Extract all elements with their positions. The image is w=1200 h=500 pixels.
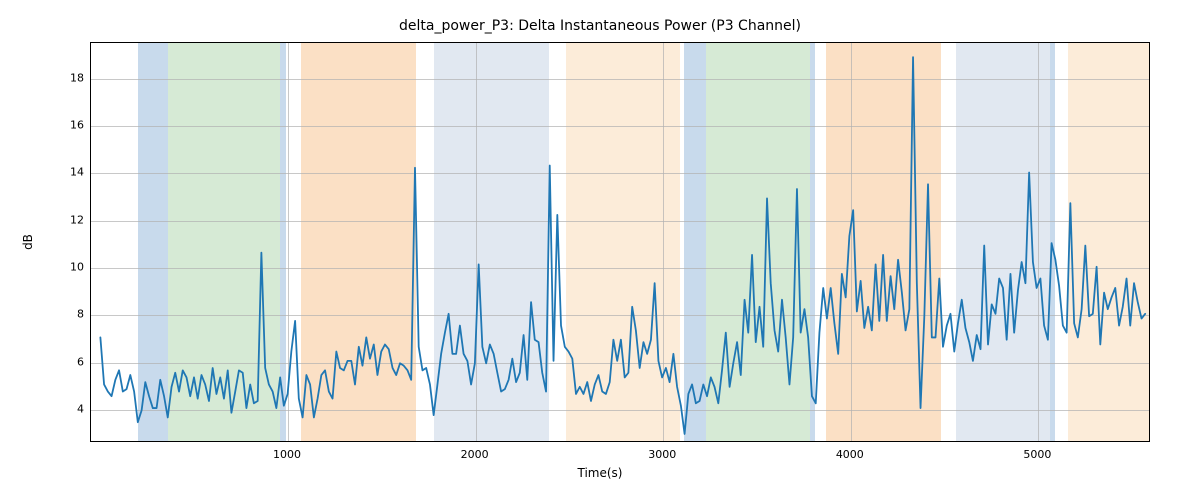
figure: delta_power_P3: Delta Instantaneous Powe… (0, 0, 1200, 500)
y-tick-label: 18 (44, 71, 84, 84)
x-tick-label: 1000 (273, 448, 301, 461)
x-tick-label: 2000 (461, 448, 489, 461)
x-tick-label: 4000 (836, 448, 864, 461)
y-tick-label: 4 (44, 402, 84, 415)
y-tick-label: 8 (44, 308, 84, 321)
y-tick-label: 10 (44, 260, 84, 273)
y-tick-label: 12 (44, 213, 84, 226)
y-tick-label: 6 (44, 355, 84, 368)
chart-title: delta_power_P3: Delta Instantaneous Powe… (0, 18, 1200, 34)
plot-area (90, 42, 1150, 442)
x-tick-label: 5000 (1023, 448, 1051, 461)
x-tick-label: 3000 (648, 448, 676, 461)
line-series (91, 43, 1149, 441)
x-axis-label: Time(s) (0, 466, 1200, 480)
y-axis-label: dB (21, 234, 35, 250)
y-tick-label: 14 (44, 166, 84, 179)
y-tick-label: 16 (44, 118, 84, 131)
